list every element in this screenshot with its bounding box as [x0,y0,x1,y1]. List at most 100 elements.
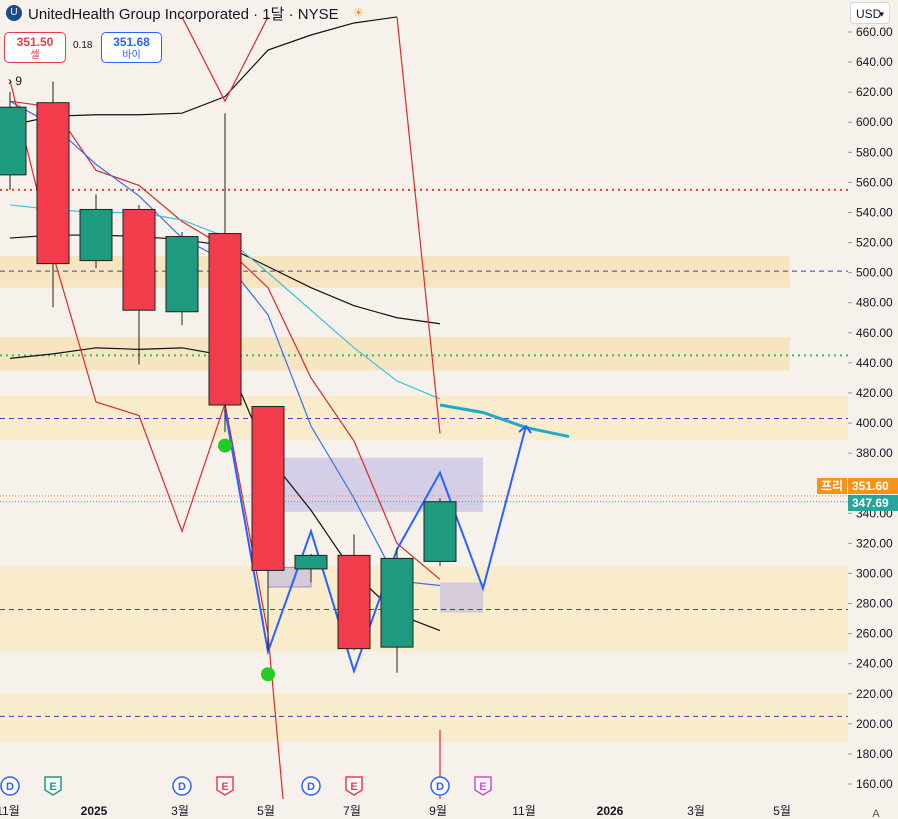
candle-body [380,557,414,648]
x-tick-label: 2025 [81,804,108,818]
buy-price: 351.68 [113,35,150,49]
earnings-marker [216,776,234,796]
sell-button[interactable]: 351.50 셀 [4,32,66,63]
y-tick-label: 460.00 [856,326,893,340]
y-tick-label: 520.00 [856,236,893,250]
event-marker-label: D [307,781,315,793]
candle-body [251,405,285,571]
candle-body [337,554,371,650]
y-tick-label: 160.00 [856,777,893,791]
y-tick-label: 280.00 [856,597,893,611]
event-marker-label: E [49,781,56,793]
zone-band [0,337,790,371]
candle-body [165,236,199,313]
zigzag-line [9,79,284,800]
x-tick-label: 3월 [687,804,705,818]
y-tick-label: 560.00 [856,175,893,189]
moving-average-line [439,403,570,439]
chevron-right-icon: › [8,74,12,88]
candle-body [0,106,27,176]
y-tick-label: 200.00 [856,717,893,731]
x-tick-label: 11월 [0,804,20,818]
x-tick-label: 7월 [343,804,361,818]
y-tick-label: 380.00 [856,446,893,460]
dividend-marker [0,776,20,796]
x-tick-label: 11월 [512,804,536,818]
zone-band [0,693,848,742]
y-tick-label: 240.00 [856,657,893,671]
dividend-marker [430,776,450,796]
moving-average-line [9,16,398,126]
zigzag-line [181,16,269,103]
indicator-count: 9 [15,74,23,88]
candle-body [294,554,328,570]
y-tick-label: 620.00 [856,85,893,99]
earnings-marker [345,776,363,796]
dividend-marker [172,776,192,796]
y-tick-label: 400.00 [856,416,893,430]
candle-body [208,233,242,406]
spread-value: 0.18 [73,40,93,51]
sell-label: 셀 [30,50,40,61]
event-marker-label: E [350,781,357,793]
last-price-tag: 347.69 [848,495,898,511]
signal-dot [218,438,232,453]
y-tick-label: 420.00 [856,386,893,400]
x-tick-label: 5월 [257,804,275,818]
y-tick-label: 660.00 [856,25,893,39]
earnings-marker [44,776,62,796]
unitedhealth-logo: U [6,5,22,21]
y-tick-label: 540.00 [856,205,893,219]
symbol-title[interactable]: UnitedHealth Group Incorporated · 1달 · N… [28,5,339,23]
price-axis-bg [848,0,898,819]
y-tick-label: 600.00 [856,115,893,129]
y-tick-label: 300.00 [856,566,893,580]
zone-band [0,565,848,652]
projection-path [224,409,527,675]
earnings-marker [474,776,492,796]
range-box [440,582,483,613]
candle-body [79,208,113,262]
y-tick-label: 180.00 [856,747,893,761]
x-tick-label: 3월 [171,804,189,818]
event-marker-label: E [479,781,486,793]
y-tick-label: 320.00 [856,536,893,550]
y-tick-label: 640.00 [856,55,893,69]
premarket-price-tag: 351.60 [848,478,898,494]
event-marker-label: D [178,781,186,793]
chevron-down-icon: ▾ [879,9,884,19]
signal-dot [261,667,275,682]
zone-band [0,256,790,288]
event-marker-label: D [6,781,14,793]
chart-header: U UnitedHealth Group Incorporated · 1달 ·… [0,0,364,26]
event-marker-label: E [221,781,228,793]
premarket-sun-icon: ☀ [352,5,365,20]
y-tick-label: 260.00 [856,627,893,641]
premarket-label-tag: 프리 [817,478,848,494]
dividend-marker [301,776,321,796]
x-tick-label: 2026 [597,804,624,818]
currency-label: USD [856,7,882,21]
indicators-toggle[interactable]: › 9 [8,74,22,88]
axis-auto-scale-toggle[interactable]: A [872,808,880,819]
candle-body [122,208,156,311]
y-tick-label: 440.00 [856,356,893,370]
sell-price: 351.50 [16,35,54,49]
projection-arrowhead [518,424,532,434]
zone-band [0,395,848,440]
zigzag-line [396,16,441,434]
y-tick-label: 480.00 [856,296,893,310]
x-tick-label: 9월 [429,804,447,818]
candle-body [423,501,457,562]
event-marker-label: D [436,781,444,793]
buy-label: 바이 [122,50,141,61]
x-tick-label: 5월 [773,804,791,818]
y-tick-label: 580.00 [856,145,893,159]
currency-select[interactable]: USD ▾ [850,2,890,24]
y-tick-label: 500.00 [856,266,893,280]
candle-body [36,102,70,265]
buy-button[interactable]: 351.68 바이 [101,32,162,63]
y-tick-label: 220.00 [856,687,893,701]
